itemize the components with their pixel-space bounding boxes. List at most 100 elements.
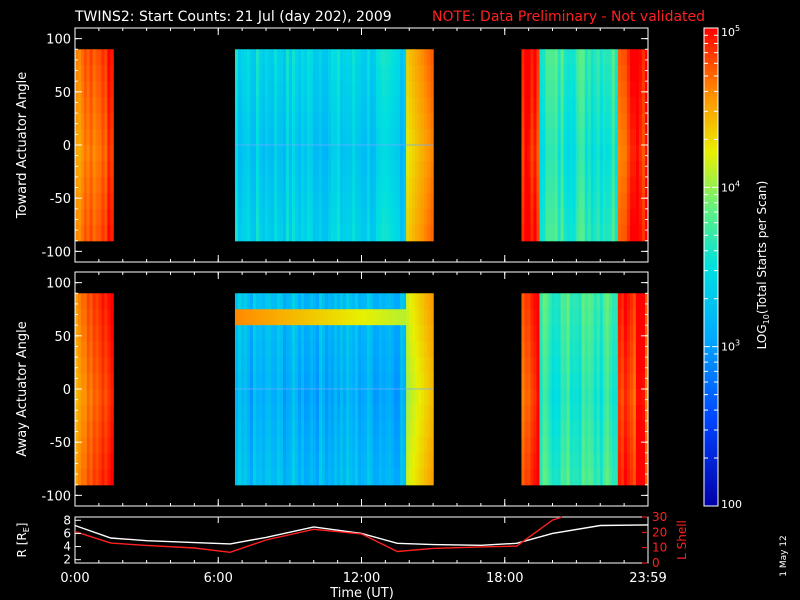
- heatmap-cell: [409, 160, 413, 178]
- heatmap-cell: [614, 341, 619, 358]
- heatmap-cell: [310, 81, 314, 98]
- heatmap-cell: [331, 357, 335, 374]
- heatmap-cell: [334, 325, 338, 342]
- heatmap-cell: [575, 341, 580, 358]
- heatmap-cell: [270, 224, 275, 242]
- heatmap-cell: [75, 208, 79, 226]
- heatmap-cell: [554, 97, 559, 114]
- heatmap-cell: [629, 224, 634, 242]
- heatmap-cell: [110, 49, 114, 66]
- heatmap-cell: [301, 113, 305, 130]
- heatmap-cell: [620, 404, 625, 422]
- heatmap-cell: [524, 65, 529, 82]
- heatmap-cell: [373, 192, 377, 210]
- heatmap-cell: [252, 160, 257, 178]
- heatmap-cell: [635, 160, 640, 178]
- heatmap-cell: [107, 404, 111, 422]
- heatmap-cell: [349, 81, 353, 98]
- heatmap-cell: [334, 81, 338, 98]
- heatmap-cell: [273, 309, 278, 326]
- heatmap-cell: [246, 341, 251, 358]
- heatmap-cell: [533, 420, 538, 438]
- heatmap-cell: [632, 293, 637, 310]
- heatmap-cell: [346, 341, 350, 358]
- heatmap-cell: [524, 160, 529, 178]
- heatmap-cell: [255, 373, 260, 390]
- heatmap-cell: [605, 468, 610, 486]
- heatmap-cell: [234, 420, 239, 438]
- heatmap-cell: [367, 373, 371, 390]
- heatmap-cell: [623, 97, 628, 114]
- heatmap-cell: [89, 160, 94, 178]
- heatmap-cell: [313, 224, 317, 242]
- heatmap-cell: [602, 293, 607, 310]
- heatmap-cell: [307, 97, 311, 114]
- heatmap-cell: [349, 49, 353, 66]
- heatmap-cell: [614, 452, 619, 470]
- heatmap-cell: [252, 145, 257, 162]
- heatmap-cell: [92, 192, 97, 210]
- heatmap-cell: [572, 129, 577, 146]
- heatmap-cell: [301, 49, 305, 66]
- heatmap-cell: [385, 81, 389, 98]
- heatmap-cell: [566, 389, 571, 406]
- heatmap-cell: [304, 176, 308, 194]
- heatmap-cell: [599, 389, 604, 406]
- heatmap-cell: [394, 420, 398, 438]
- heatmap-cell: [361, 176, 365, 194]
- heatmap-cell: [545, 389, 550, 406]
- heatmap-cell: [270, 420, 275, 438]
- heatmap-cell: [617, 389, 622, 406]
- heatmap-cell: [110, 420, 114, 438]
- heatmap-cell: [246, 420, 251, 438]
- heatmap-cell: [542, 468, 547, 486]
- y-tick-label: 50: [54, 330, 71, 345]
- heatmap-cell: [283, 65, 287, 82]
- heatmap-cell: [415, 325, 419, 342]
- heatmap-cell: [382, 176, 386, 194]
- heatmap-cell: [542, 373, 547, 390]
- heatmap-cell: [587, 208, 592, 226]
- heatmap-cell: [388, 49, 392, 66]
- heatmap-cell: [530, 357, 535, 374]
- heatmap-cell: [635, 404, 640, 422]
- heatmap-cell: [575, 325, 580, 342]
- heatmap-cell: [418, 224, 422, 242]
- heatmap-cell: [521, 373, 526, 390]
- heatmap-cell: [581, 192, 586, 210]
- heatmap-cell: [364, 145, 368, 162]
- heatmap-cell: [388, 97, 392, 114]
- heatmap-cell: [310, 145, 314, 162]
- heatmap-cell: [240, 160, 245, 178]
- heatmap-cell: [427, 293, 431, 310]
- heatmap-cell: [258, 176, 263, 194]
- heatmap-cell: [599, 176, 604, 194]
- heatmap-cell: [394, 389, 398, 406]
- heatmap-cell: [632, 160, 637, 178]
- heatmap-cell: [593, 81, 598, 98]
- heatmap-cell: [92, 208, 97, 226]
- heatmap-cell: [403, 389, 407, 406]
- heatmap-cell: [75, 373, 79, 390]
- heatmap-cell: [575, 145, 580, 162]
- heatmap-cell: [352, 224, 356, 242]
- heatmap-cell: [261, 309, 266, 326]
- heatmap-cell: [328, 325, 332, 342]
- heatmap-cell: [626, 49, 631, 66]
- heatmap-cell: [273, 49, 278, 66]
- y-tick-label: 100: [46, 33, 71, 48]
- heatmap-cell: [424, 145, 428, 162]
- heatmap-cell: [557, 113, 562, 130]
- heatmap-cell: [382, 129, 386, 146]
- heatmap-cell: [611, 160, 616, 178]
- heatmap-cell: [349, 373, 353, 390]
- heatmap-cell: [527, 192, 532, 210]
- heatmap-cell: [328, 341, 332, 358]
- heatmap-cell: [246, 224, 251, 242]
- heatmap-cell: [605, 373, 610, 390]
- heatmap-cell: [86, 309, 91, 326]
- heatmap-cell: [581, 176, 586, 194]
- heatmap-cell: [641, 113, 646, 130]
- heatmap-cell: [581, 452, 586, 470]
- heatmap-cell: [632, 113, 637, 130]
